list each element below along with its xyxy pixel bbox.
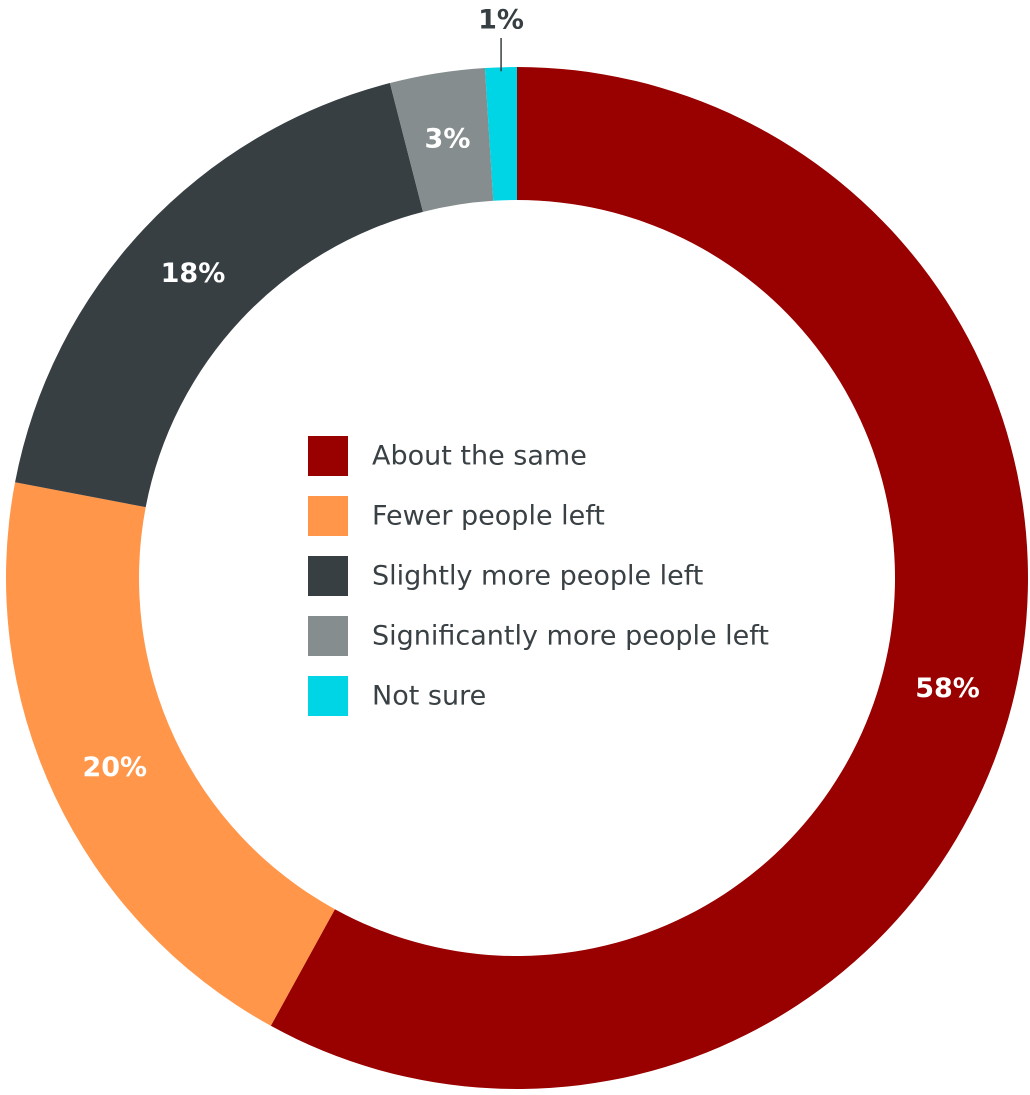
legend-label: About the same [372,441,587,472]
legend-swatch [308,676,348,716]
slice-about-the-same [270,67,1029,1089]
slice-value-label: 3% [425,123,471,154]
donut-slices [5,67,1029,1089]
slice-slightly-more-people-left [15,83,423,508]
slice-value-label: 58% [915,673,980,704]
legend-swatch [308,496,348,536]
legend-swatch [308,436,348,476]
slice-significantly-more-people-left [389,68,494,212]
slice-value-label: 1% [478,5,524,36]
legend-swatch [308,556,348,596]
slice-value-label: 18% [161,258,226,289]
slice-fewer-people-left [5,482,335,1026]
legend-label: Fewer people left [372,501,605,532]
legend-label: Not sure [372,681,486,712]
legend: About the same Fewer people left Slightly … [308,436,769,716]
slice-not-sure [484,67,517,201]
legend-label: Slightly more people left [372,561,703,592]
legend-swatch [308,616,348,656]
legend-label: Significantly more people left [372,621,769,652]
slice-labels: 58% 20% 18% 3% 1% [82,5,979,783]
slice-value-label: 20% [82,752,147,783]
